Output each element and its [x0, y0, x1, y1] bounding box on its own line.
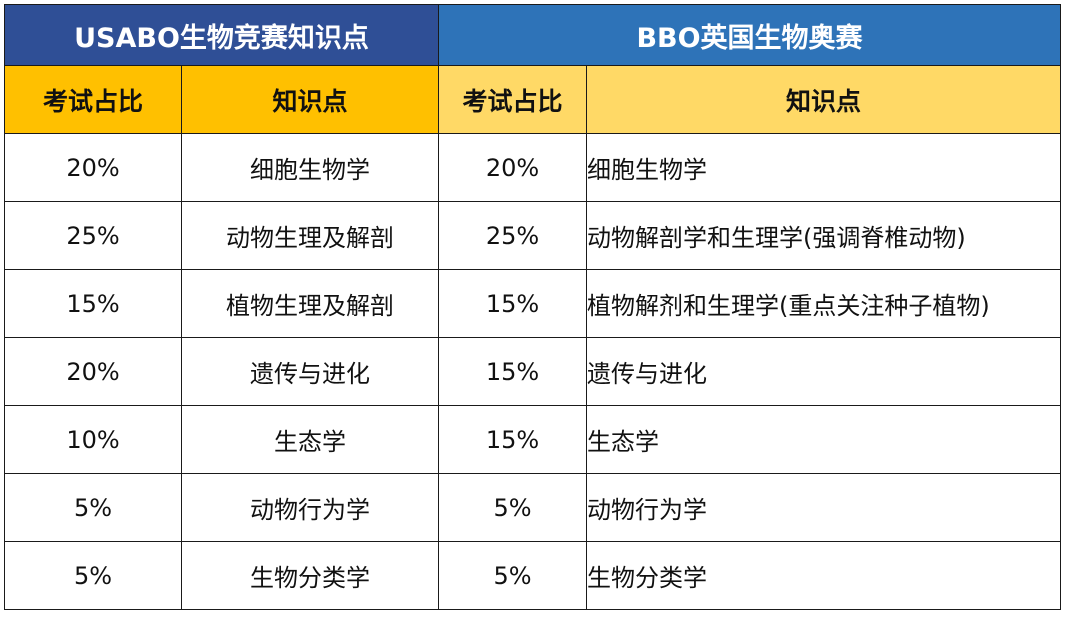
bbo-ratio-cell: 5%	[438, 541, 587, 610]
bbo-title: BBO英国生物奥赛	[438, 4, 1061, 66]
bbo-ratio-cell: 25%	[438, 201, 587, 270]
table-row: 25% 动物生理及解剖 25% 动物解剖学和生理学(强调脊椎动物)	[4, 201, 1061, 270]
table-row: 20% 遗传与进化 15% 遗传与进化	[4, 337, 1061, 406]
table-row: 15% 植物生理及解剖 15% 植物解剂和生理学(重点关注种子植物)	[4, 269, 1061, 338]
bbo-topic-cell: 遗传与进化	[586, 337, 1061, 406]
bbo-ratio-header: 考试占比	[438, 65, 587, 134]
usabo-topic-cell: 动物行为学	[181, 473, 439, 542]
usabo-ratio-cell: 15%	[4, 269, 182, 338]
comparison-table: USABO生物竞赛知识点 BBO英国生物奥赛 考试占比 知识点 考试占比 知识点…	[4, 4, 1061, 610]
table-row: 20% 细胞生物学 20% 细胞生物学	[4, 133, 1061, 202]
bbo-ratio-cell: 5%	[438, 473, 587, 542]
usabo-topic-cell: 生物分类学	[181, 541, 439, 610]
usabo-ratio-cell: 5%	[4, 541, 182, 610]
usabo-topic-cell: 动物生理及解剖	[181, 201, 439, 270]
bbo-topic-cell: 动物行为学	[586, 473, 1061, 542]
usabo-ratio-cell: 10%	[4, 405, 182, 474]
bbo-ratio-cell: 15%	[438, 405, 587, 474]
usabo-title: USABO生物竞赛知识点	[4, 4, 439, 66]
usabo-ratio-cell: 20%	[4, 133, 182, 202]
usabo-topic-cell: 生态学	[181, 405, 439, 474]
table-row: 5% 生物分类学 5% 生物分类学	[4, 541, 1061, 610]
usabo-ratio-cell: 20%	[4, 337, 182, 406]
bbo-topic-cell: 细胞生物学	[586, 133, 1061, 202]
bbo-topic-cell: 动物解剖学和生理学(强调脊椎动物)	[586, 201, 1061, 270]
bbo-topic-cell: 植物解剂和生理学(重点关注种子植物)	[586, 269, 1061, 338]
usabo-ratio-header: 考试占比	[4, 65, 182, 134]
bbo-topic-cell: 生物分类学	[586, 541, 1061, 610]
bbo-ratio-cell: 20%	[438, 133, 587, 202]
usabo-topic-cell: 植物生理及解剖	[181, 269, 439, 338]
table-row: 5% 动物行为学 5% 动物行为学	[4, 473, 1061, 542]
usabo-ratio-cell: 25%	[4, 201, 182, 270]
bbo-ratio-cell: 15%	[438, 337, 587, 406]
bbo-topic-header: 知识点	[586, 65, 1061, 134]
table-row: 10% 生态学 15% 生态学	[4, 405, 1061, 474]
usabo-topic-cell: 细胞生物学	[181, 133, 439, 202]
header-row: 考试占比 知识点 考试占比 知识点	[4, 65, 1061, 134]
usabo-ratio-cell: 5%	[4, 473, 182, 542]
bbo-ratio-cell: 15%	[438, 269, 587, 338]
title-row: USABO生物竞赛知识点 BBO英国生物奥赛	[4, 4, 1061, 66]
bbo-topic-cell: 生态学	[586, 405, 1061, 474]
usabo-topic-cell: 遗传与进化	[181, 337, 439, 406]
usabo-topic-header: 知识点	[181, 65, 439, 134]
